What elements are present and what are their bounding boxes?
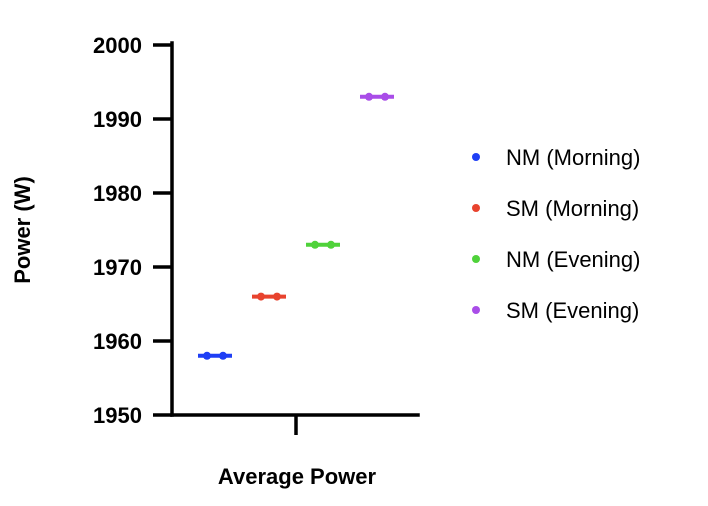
y-tick-label: 1990 xyxy=(93,107,142,132)
legend-marker xyxy=(472,306,480,314)
y-axis-title: Power (W) xyxy=(10,176,35,284)
data-point xyxy=(327,240,335,249)
data-point xyxy=(273,292,281,301)
legend-label: SM (Morning) xyxy=(506,196,639,221)
y-tick-label: 2000 xyxy=(93,33,142,58)
data-point xyxy=(219,351,227,360)
data-point xyxy=(381,92,389,101)
axes: 1950 1960 1970 1980 1990 2000 xyxy=(93,33,420,435)
x-axis-title: Average Power xyxy=(218,464,377,489)
legend-marker xyxy=(472,204,480,212)
data-point xyxy=(365,92,373,101)
legend-marker xyxy=(472,153,480,161)
data-point xyxy=(257,292,265,301)
y-tick-label: 1980 xyxy=(93,181,142,206)
data-marks xyxy=(198,92,394,360)
y-tick-label: 1950 xyxy=(93,403,142,428)
legend-label: NM (Evening) xyxy=(506,247,640,272)
legend-label: NM (Morning) xyxy=(506,145,640,170)
data-point xyxy=(311,240,319,249)
data-point xyxy=(203,351,211,360)
y-tick-label: 1970 xyxy=(93,255,142,280)
legend-marker xyxy=(472,255,480,263)
y-tick-label: 1960 xyxy=(93,329,142,354)
legend-label: SM (Evening) xyxy=(506,298,639,323)
legend: NM (Morning) SM (Morning) NM (Evening) SM (… xyxy=(472,145,640,323)
